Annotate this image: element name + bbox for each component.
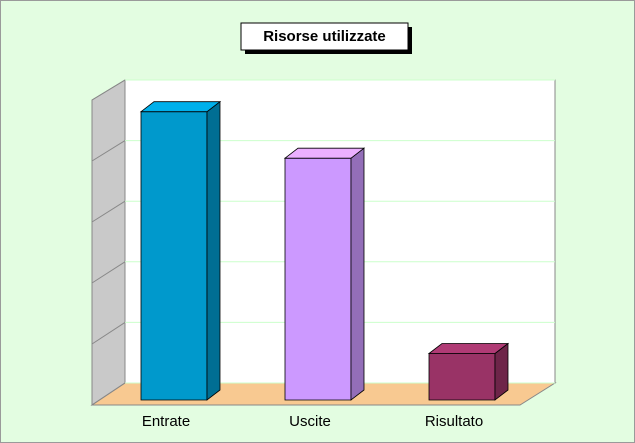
side-wall (91, 79, 126, 406)
x-tick-label: Uscite (289, 413, 331, 430)
bar-side (206, 100, 221, 401)
side-grid-line (91, 382, 126, 406)
side-grid-line (91, 140, 126, 162)
side-grid-line (91, 321, 126, 345)
bar-side (350, 147, 365, 401)
bar (140, 111, 208, 401)
bar-top (139, 101, 222, 113)
bar (428, 353, 496, 401)
side-grid-line (91, 79, 126, 101)
bar (284, 157, 352, 401)
side-grid-line (91, 200, 126, 223)
chart-title: Risorse utilizzate (263, 28, 386, 45)
x-tick-label: Risultato (425, 413, 483, 430)
bar-top (427, 343, 510, 354)
x-tick-label: Entrate (142, 413, 190, 430)
title-box (240, 22, 409, 51)
side-grid-line (91, 261, 126, 284)
bar-top (283, 147, 366, 159)
